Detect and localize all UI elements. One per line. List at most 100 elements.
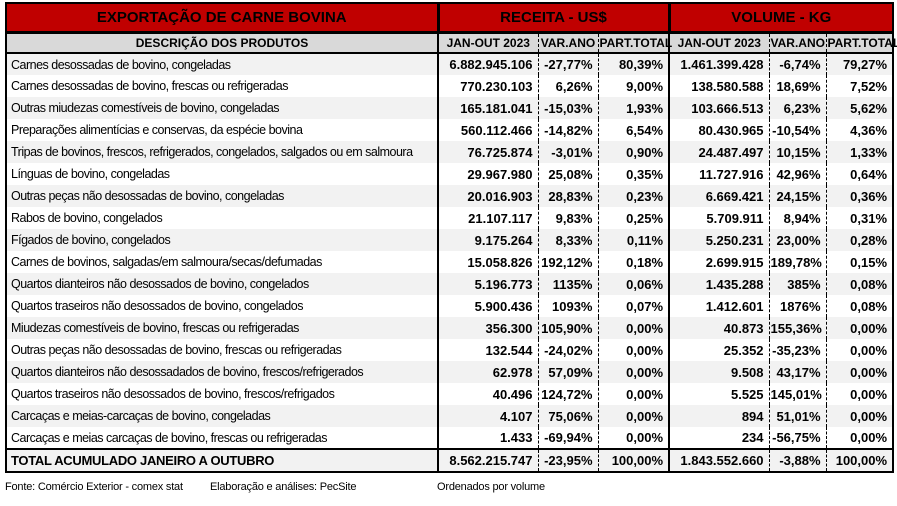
volume-value-cell: 40.873 [668, 317, 770, 339]
receita-period-header: JAN-OUT 2023 [437, 32, 539, 54]
receita-value-cell: 1.433 [437, 427, 539, 449]
total-volume-var-cell: -3,88% [769, 448, 827, 472]
receita-value-cell: 356.300 [437, 317, 539, 339]
export-table: EXPORTAÇÃO DE CARNE BOVINA RECEITA - US$… [5, 2, 897, 473]
receita-value-cell: 770.230.103 [437, 75, 539, 97]
table-row: Preparações alimentícias e conservas, da… [6, 119, 894, 141]
volume-part-cell: 0,08% [826, 273, 894, 295]
volume-part-cell: 0,31% [826, 207, 894, 229]
table-title: EXPORTAÇÃO DE CARNE BOVINA [6, 3, 438, 34]
total-receita-part-cell: 100,00% [598, 448, 670, 472]
volume-part-cell: 0,36% [826, 185, 894, 207]
receita-part-cell: 0,00% [598, 383, 670, 405]
volume-value-cell: 5.525 [668, 383, 770, 405]
volume-group-header: VOLUME - KG [667, 3, 894, 34]
volume-var-cell: 155,36% [769, 317, 827, 339]
receita-part-cell: 0,90% [598, 141, 670, 163]
volume-var-cell: 43,17% [769, 361, 827, 383]
table-row: Quartos traseiros não desossados de bovi… [6, 295, 894, 317]
volume-part-cell: 0,00% [826, 361, 894, 383]
receita-var-cell: 75,06% [538, 405, 599, 427]
receita-part-cell: 0,06% [598, 273, 670, 295]
description-column-header: DESCRIÇÃO DOS PRODUTOS [6, 32, 438, 54]
volume-part-cell: 5,62% [826, 97, 894, 119]
receita-var-cell: 1093% [538, 295, 599, 317]
title-row: EXPORTAÇÃO DE CARNE BOVINA RECEITA - US$… [6, 3, 894, 34]
volume-value-cell: 6.669.421 [668, 185, 770, 207]
footer-source: Fonte: Comércio Exterior - comex stat [5, 481, 183, 493]
receita-part-cell: 0,00% [598, 361, 670, 383]
receita-var-cell: -14,82% [538, 119, 599, 141]
receita-part-cell: 1,93% [598, 97, 670, 119]
volume-value-cell: 80.430.965 [668, 119, 770, 141]
receita-part-cell: 0,23% [598, 185, 670, 207]
receita-value-cell: 132.544 [437, 339, 539, 361]
volume-var-cell: 385% [769, 273, 827, 295]
receita-var-cell: 124,72% [538, 383, 599, 405]
column-header-row: DESCRIÇÃO DOS PRODUTOS JAN-OUT 2023 VAR.… [6, 32, 897, 54]
receita-var-cell: 192,12% [538, 251, 599, 273]
receita-part-cell: 0,00% [598, 427, 670, 449]
volume-value-cell: 11.727.916 [668, 163, 770, 185]
product-description-cell: Carnes desossadas de bovino, congeladas [6, 53, 438, 75]
table-row: Carcaças e meias-carcaças de bovino, con… [6, 405, 894, 427]
receita-part-cell: 0,07% [598, 295, 670, 317]
receita-value-cell: 29.967.980 [437, 163, 539, 185]
receita-value-cell: 40.496 [437, 383, 539, 405]
product-description-cell: Miudezas comestíveis de bovino, frescas … [6, 317, 438, 339]
table-row: Outras peças não desossadas de bovino, c… [6, 185, 894, 207]
volume-part-cell: 0,00% [826, 383, 894, 405]
receita-var-cell: -15,03% [538, 97, 599, 119]
receita-var-cell: 57,09% [538, 361, 599, 383]
volume-var-cell: 10,15% [769, 141, 827, 163]
table-row: Carnes de bovinos, salgadas/em salmoura/… [6, 251, 894, 273]
volume-part-cell: 0,00% [826, 405, 894, 427]
table-row: Quartos dianteiros não desossadados de b… [6, 361, 894, 383]
product-description-cell: Quartos dianteiros não desossados de bov… [6, 273, 438, 295]
product-description-cell: Quartos traseiros não desossados de bovi… [6, 383, 438, 405]
receita-value-cell: 165.181.041 [437, 97, 539, 119]
volume-part-cell: 0,64% [826, 163, 894, 185]
volume-value-cell: 9.508 [668, 361, 770, 383]
product-description-cell: Preparações alimentícias e conservas, da… [6, 119, 438, 141]
volume-var-cell: 189,78% [769, 251, 827, 273]
export-table-sheet: EXPORTAÇÃO DE CARNE BOVINA RECEITA - US$… [5, 2, 897, 473]
footer-order: Ordenados por volume [437, 481, 545, 493]
table-row: Fígados de bovino, congelados 9.175.264 8,… [6, 229, 894, 251]
receita-var-header: VAR.ANO [538, 32, 599, 54]
volume-value-cell: 138.580.588 [668, 75, 770, 97]
receita-var-cell: 28,83% [538, 185, 599, 207]
receita-part-cell: 0,18% [598, 251, 670, 273]
product-description-cell: Tripas de bovinos, frescos, refrigerados… [6, 141, 438, 163]
receita-var-cell: 105,90% [538, 317, 599, 339]
volume-value-cell: 1.461.399.428 [668, 53, 770, 75]
receita-var-cell: 9,83% [538, 207, 599, 229]
product-description-cell: Rabos de bovino, congelados [6, 207, 438, 229]
total-label-cell: TOTAL ACUMULADO JANEIRO A OUTUBRO [6, 448, 438, 472]
receita-var-cell: 1135% [538, 273, 599, 295]
product-description-cell: Carnes de bovinos, salgadas/em salmoura/… [6, 251, 438, 273]
receita-value-cell: 4.107 [437, 405, 539, 427]
product-description-cell: Quartos dianteiros não desossadados de b… [6, 361, 438, 383]
receita-value-cell: 62.978 [437, 361, 539, 383]
volume-var-cell: 8,94% [769, 207, 827, 229]
receita-var-cell: -3,01% [538, 141, 599, 163]
volume-var-cell: 18,69% [769, 75, 827, 97]
volume-part-cell: 4,36% [826, 119, 894, 141]
receita-var-cell: 25,08% [538, 163, 599, 185]
receita-value-cell: 6.882.945.106 [437, 53, 539, 75]
volume-part-cell: 0,00% [826, 427, 894, 449]
volume-var-header: VAR.ANO [769, 32, 827, 54]
volume-var-cell: 51,01% [769, 405, 827, 427]
table-row: Miudezas comestíveis de bovino, frescas … [6, 317, 894, 339]
receita-var-cell: -24,02% [538, 339, 599, 361]
volume-value-cell: 25.352 [668, 339, 770, 361]
receita-value-cell: 20.016.903 [437, 185, 539, 207]
product-description-cell: Carcaças e meias carcaças de bovino, fre… [6, 427, 438, 449]
product-description-cell: Línguas de bovino, congeladas [6, 163, 438, 185]
table-row: Outras miudezas comestíveis de bovino, c… [6, 97, 894, 119]
receita-value-cell: 21.107.117 [437, 207, 539, 229]
receita-value-cell: 560.112.466 [437, 119, 539, 141]
receita-part-cell: 0,25% [598, 207, 670, 229]
receita-var-cell: -69,94% [538, 427, 599, 449]
